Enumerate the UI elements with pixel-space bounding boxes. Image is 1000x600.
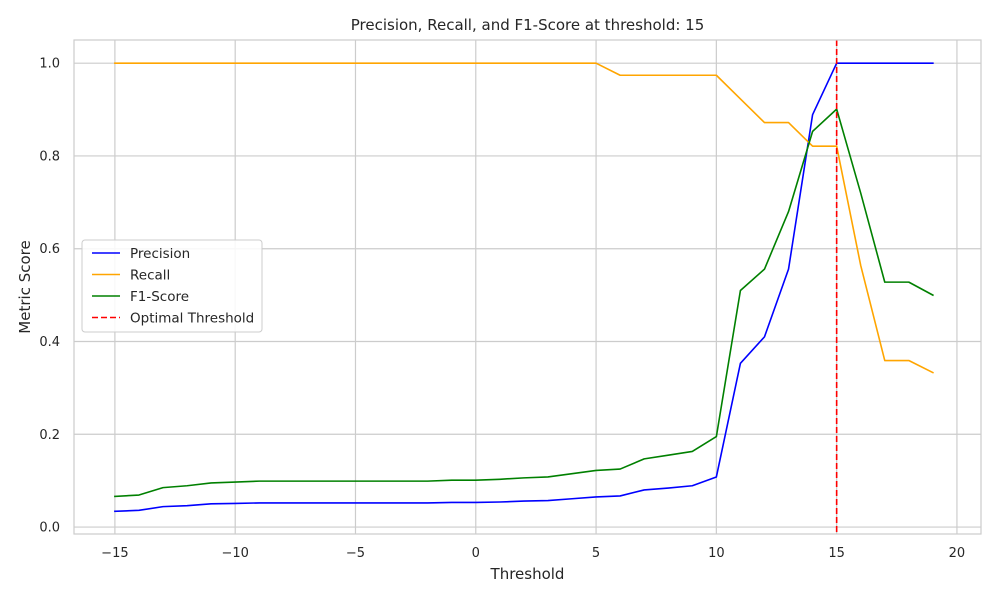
series-line-precision	[114, 62, 934, 513]
x-axis-label: Threshold	[490, 565, 565, 583]
tick-labels: −15 −10 −5 0 5 10 15 20 0.0 0.2 0.4 0.6 0.8 1.0	[39, 57, 965, 561]
legend-label: F1-Score	[130, 289, 189, 305]
y-tick-label: 0.6	[39, 242, 60, 257]
x-tick-label: −10	[221, 546, 248, 561]
y-tick-label: 0.0	[39, 521, 60, 536]
y-tick-label: 0.4	[39, 335, 60, 350]
plot-frame	[73, 39, 982, 535]
series-line-recall	[114, 62, 934, 374]
series-line-f1-score	[114, 108, 934, 498]
x-tick-label: 10	[708, 546, 725, 561]
series-layer	[114, 40, 934, 534]
y-axis-label: Metric Score	[16, 240, 34, 333]
legend-label: Optimal Threshold	[130, 311, 254, 327]
x-tick-label: 0	[472, 546, 480, 561]
y-tick-label: 0.2	[39, 428, 60, 443]
legend-label: Precision	[130, 246, 190, 262]
x-tick-label: 15	[828, 546, 845, 561]
y-tick-label: 1.0	[39, 57, 60, 72]
y-tick-label: 0.8	[39, 149, 60, 164]
legend: Precision Recall F1-Score Optimal Threshold	[81, 239, 263, 333]
x-tick-label: 5	[592, 546, 600, 561]
x-tick-label: −5	[346, 546, 365, 561]
x-tick-label: 20	[949, 546, 966, 561]
x-tick-label: −15	[101, 546, 128, 561]
legend-box	[81, 239, 263, 333]
chart-title: Precision, Recall, and F1-Score at thres…	[351, 16, 705, 34]
legend-label: Recall	[130, 268, 170, 284]
